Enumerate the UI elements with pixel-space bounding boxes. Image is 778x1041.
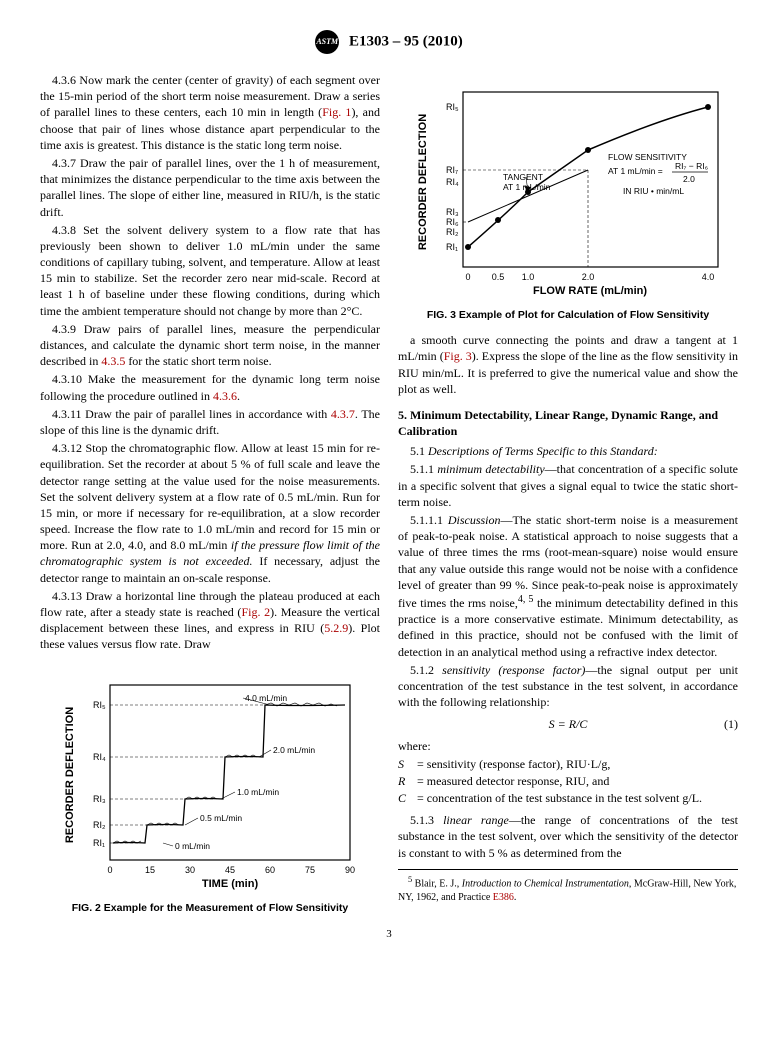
svg-text:30: 30 — [185, 865, 195, 875]
designation: E1303 – 95 (2010) — [349, 33, 463, 49]
svg-text:75: 75 — [305, 865, 315, 875]
svg-text:15: 15 — [145, 865, 155, 875]
svg-text:RI₃: RI₃ — [446, 207, 459, 217]
fig3-ref: Fig. 3 — [444, 349, 472, 363]
figure-2: RECORDER DEFLECTION 0 15 30 45 60 75 90 … — [40, 665, 380, 915]
figure-3: RECORDER DEFLECTION 0 0.5 1.0 2.0 4.0 FL… — [398, 72, 738, 322]
fig2-ylabel: RECORDER DEFLECTION — [64, 706, 76, 842]
page-header: ASTM E1303 – 95 (2010) — [40, 30, 738, 54]
svg-text:RI₅: RI₅ — [446, 102, 459, 112]
fig2-svg: RECORDER DEFLECTION 0 15 30 45 60 75 90 … — [55, 665, 365, 895]
ref-e386: E386 — [493, 892, 514, 903]
para-4-3-12: 4.3.12 Stop the chromatographic flow. Al… — [40, 440, 380, 586]
fig3-xlabel: FLOW RATE (mL/min) — [533, 285, 647, 297]
svg-text:0: 0 — [465, 272, 470, 282]
fig3-caption: FIG. 3 Example of Plot for Calculation o… — [398, 308, 738, 322]
fig2-caption: FIG. 2 Example for the Measurement of Fl… — [40, 901, 380, 915]
para-5-1-2: 5.1.2 sensitivity (response factor)—the … — [398, 662, 738, 711]
svg-text:RI₄: RI₄ — [93, 752, 106, 762]
svg-text:60: 60 — [265, 865, 275, 875]
svg-text:1.0: 1.0 — [522, 272, 535, 282]
para-4-3-8: 4.3.8 Set the solvent delivery system to… — [40, 222, 380, 319]
fig2-xlabel: TIME (min) — [202, 878, 259, 890]
svg-text:45: 45 — [225, 865, 235, 875]
svg-text:IN RIU • min/mL: IN RIU • min/mL — [623, 186, 684, 196]
fig2-ref: Fig. 2 — [241, 605, 270, 619]
ref-435: 4.3.5 — [101, 354, 125, 368]
footnote-5: 5 Blair, E. J., Introduction to Chemical… — [398, 869, 738, 904]
para-4-3-6: 4.3.6 Now mark the center (center of gra… — [40, 72, 380, 153]
svg-text:RI₁: RI₁ — [446, 242, 458, 252]
svg-text:AT 1 mL/min =: AT 1 mL/min = — [608, 166, 663, 176]
section-5-heading: 5. Minimum Detectability, Linear Range, … — [398, 407, 738, 439]
svg-text:RI₇ − RI₆: RI₇ − RI₆ — [675, 161, 708, 171]
svg-text:RI₄: RI₄ — [446, 177, 459, 187]
page-number: 3 — [40, 927, 738, 942]
ref-436: 4.3.6 — [213, 389, 237, 403]
where-list: S = sensitivity (response factor), RIU·L… — [398, 756, 738, 807]
para-5-1-1-1: 5.1.1.1 Discussion—The static short-term… — [398, 512, 738, 660]
svg-text:0.5: 0.5 — [492, 272, 505, 282]
svg-text:4.0: 4.0 — [702, 272, 715, 282]
para-4-3-11: 4.3.11 Draw the pair of parallel lines i… — [40, 406, 380, 438]
svg-text:RI₅: RI₅ — [93, 700, 106, 710]
para-5-1: 5.1 Descriptions of Terms Specific to th… — [398, 443, 738, 459]
para-4-3-13: 4.3.13 Draw a horizontal line through th… — [40, 588, 380, 653]
svg-text:RI₂: RI₂ — [446, 227, 459, 237]
svg-text:TANGENT: TANGENT — [503, 172, 543, 182]
para-5-1-3: 5.1.3 linear range—the range of concentr… — [398, 812, 738, 861]
ref-529: 5.2.9 — [324, 621, 348, 635]
ref-437: 4.3.7 — [331, 407, 355, 421]
para-continuation: a smooth curve connecting the points and… — [398, 332, 738, 397]
fig3-ylabel: RECORDER DEFLECTION — [417, 114, 429, 250]
para-5-1-1: 5.1.1 minimum detectability—that concent… — [398, 461, 738, 510]
para-4-3-7: 4.3.7 Draw the pair of parallel lines, o… — [40, 155, 380, 220]
fig3-svg: RECORDER DEFLECTION 0 0.5 1.0 2.0 4.0 FL… — [408, 72, 728, 302]
svg-text:0 mL/min: 0 mL/min — [175, 841, 210, 851]
svg-text:2.0 mL/min: 2.0 mL/min — [273, 745, 315, 755]
svg-text:0: 0 — [107, 865, 112, 875]
para-4-3-10: 4.3.10 Make the measurement for the dyna… — [40, 371, 380, 403]
svg-text:RI₆: RI₆ — [446, 217, 459, 227]
svg-text:1.0 mL/min: 1.0 mL/min — [237, 787, 279, 797]
equation-1: S = R/C (1) — [398, 716, 738, 732]
para-4-3-9: 4.3.9 Draw pairs of parallel lines, meas… — [40, 321, 380, 370]
svg-text:0.5 mL/min: 0.5 mL/min — [200, 813, 242, 823]
svg-text:4.0 mL/min: 4.0 mL/min — [245, 693, 287, 703]
svg-text:RI₃: RI₃ — [93, 794, 106, 804]
svg-text:2.0: 2.0 — [683, 174, 695, 184]
where-label: where: — [398, 738, 738, 754]
svg-text:90: 90 — [345, 865, 355, 875]
svg-text:RI₇: RI₇ — [446, 165, 458, 175]
astm-logo: ASTM — [315, 30, 339, 54]
svg-text:2.0: 2.0 — [582, 272, 595, 282]
fig1-ref: Fig. 1 — [322, 105, 351, 119]
svg-text:RI₂: RI₂ — [93, 820, 106, 830]
svg-text:RI₁: RI₁ — [93, 838, 105, 848]
content-columns: 4.3.6 Now mark the center (center of gra… — [40, 72, 738, 915]
